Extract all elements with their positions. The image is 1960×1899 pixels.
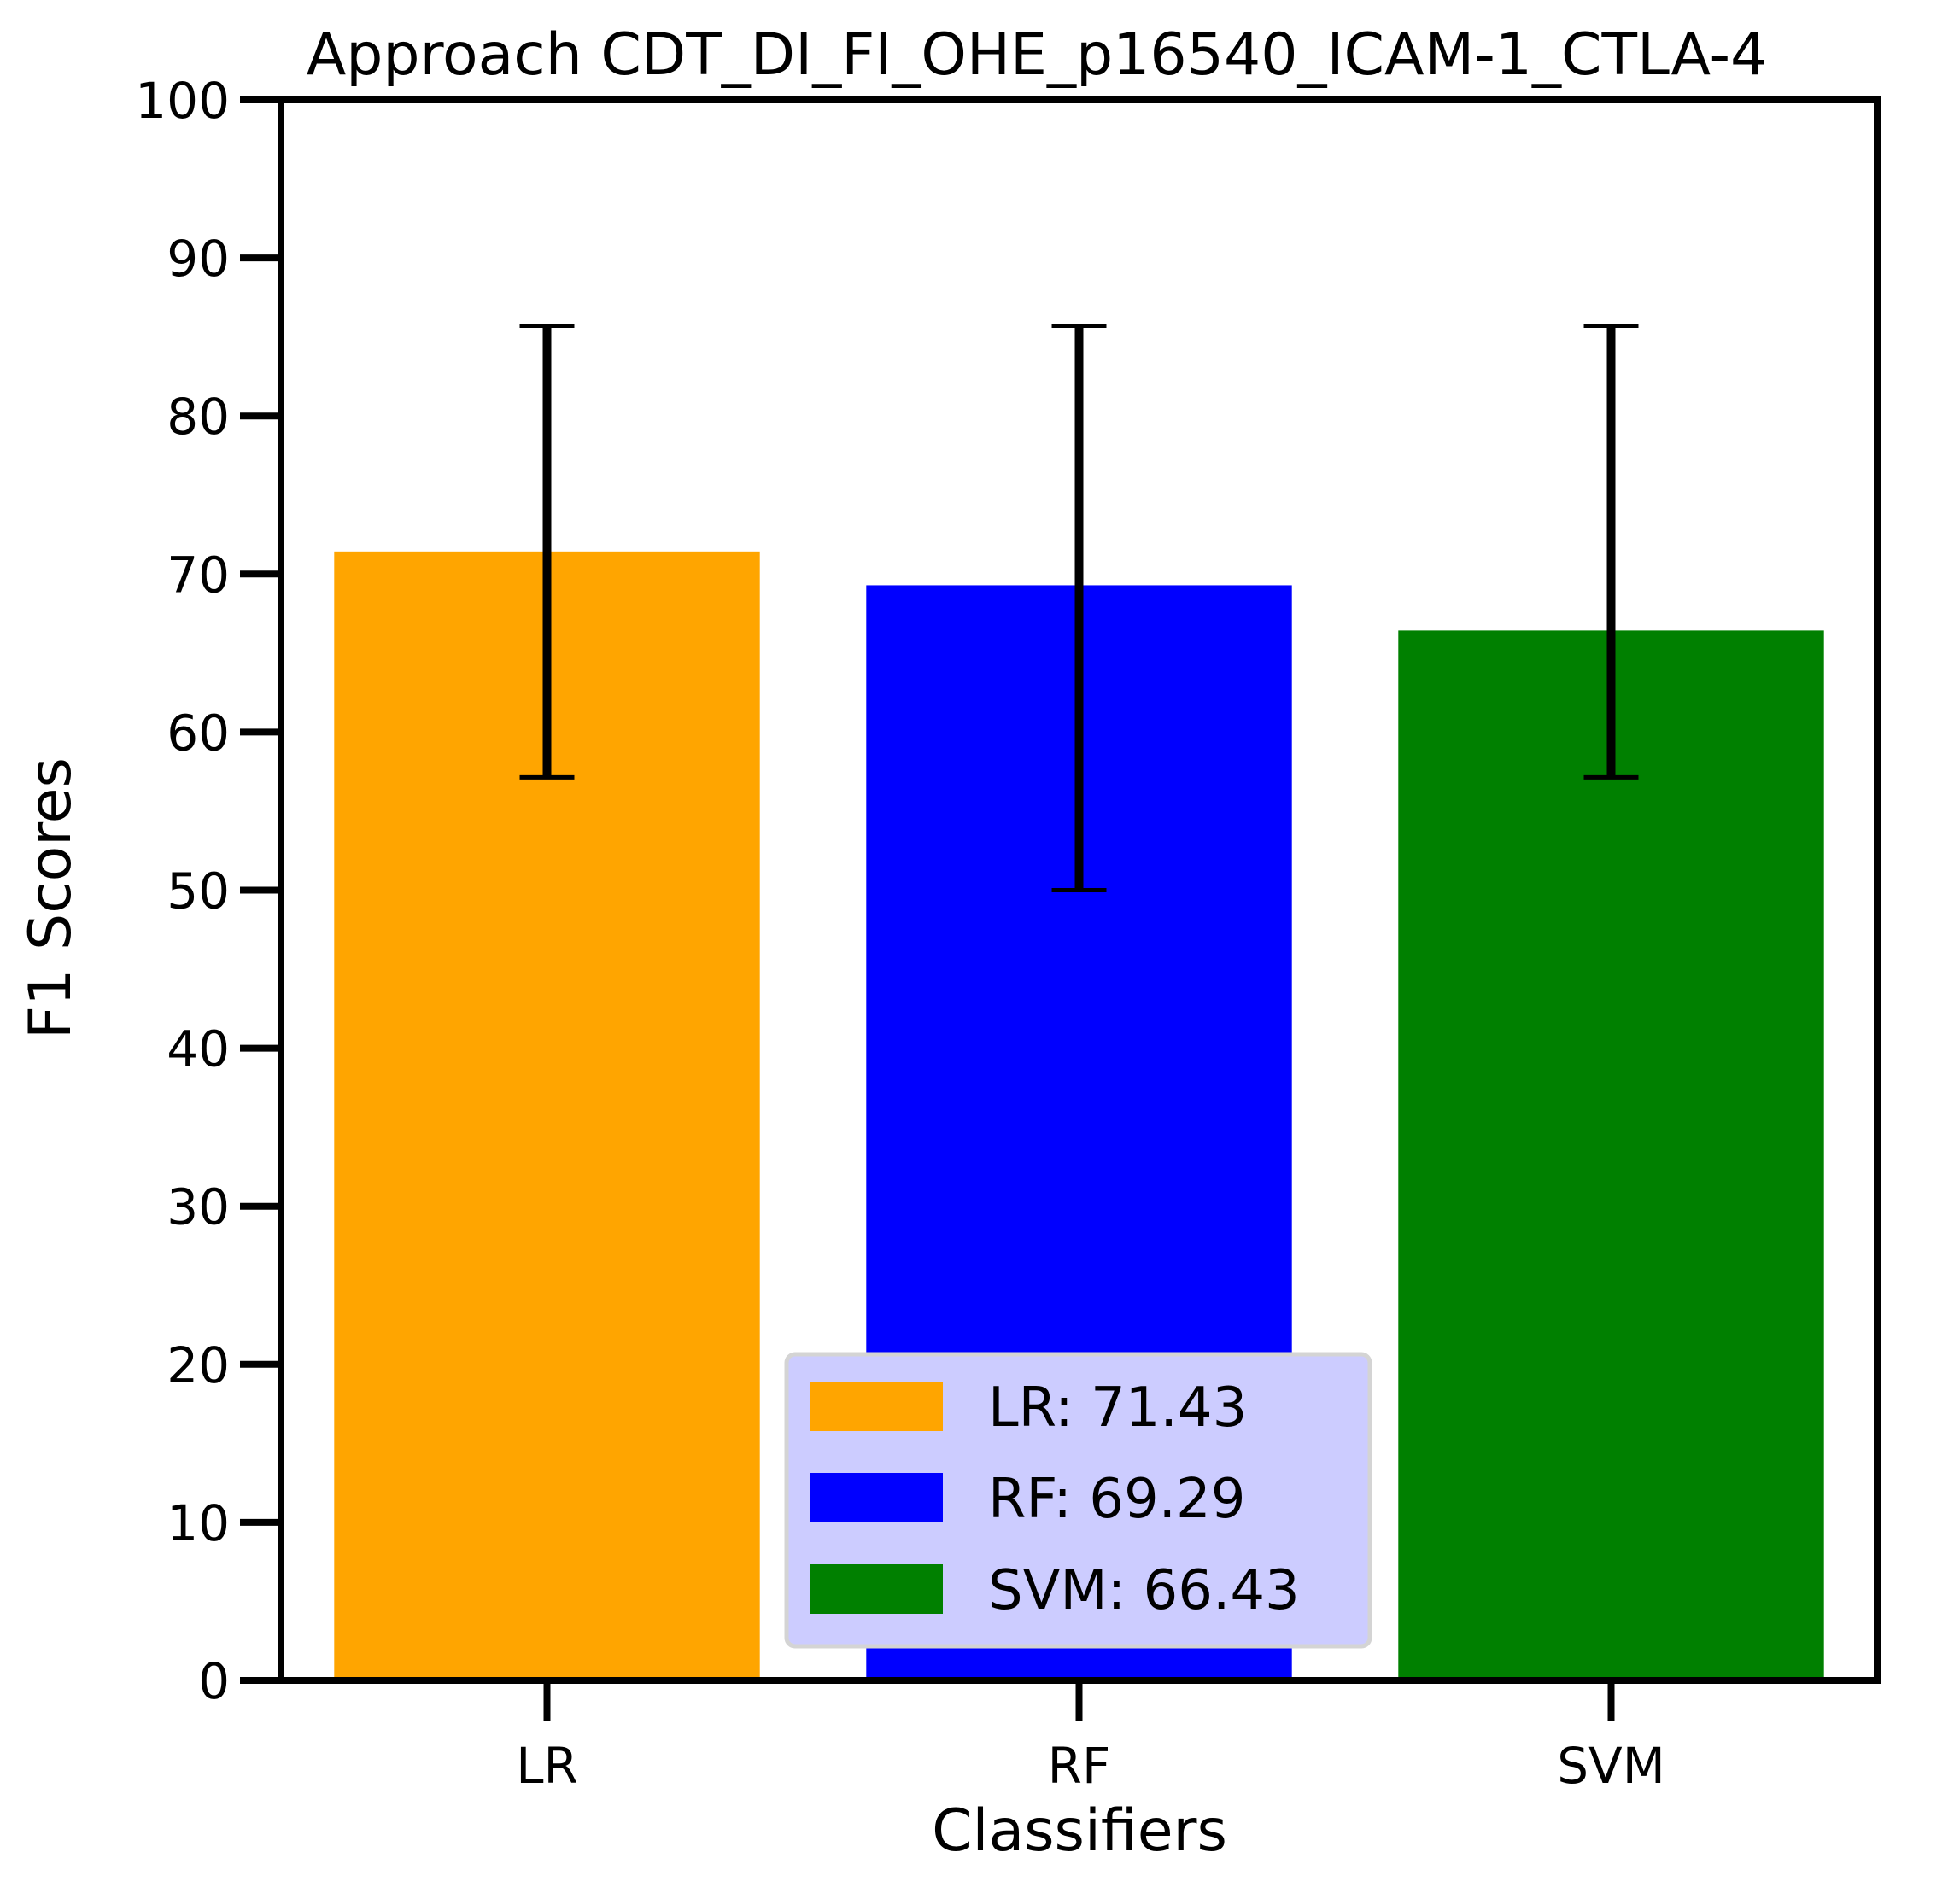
y-tick-label: 10 <box>167 1494 230 1552</box>
y-tick-label: 50 <box>167 862 230 920</box>
error-bar-lr <box>519 324 575 780</box>
error-bar-rf <box>1051 324 1107 892</box>
legend-label-lr: LR: 71.43 <box>988 1376 1247 1440</box>
y-tick-50: 50 <box>167 862 281 920</box>
x-tick-label: RF <box>1048 1737 1111 1795</box>
y-tick-label: 100 <box>135 72 230 130</box>
y-tick-10: 10 <box>167 1494 281 1552</box>
y-axis-label: F1 Scores <box>17 757 85 1039</box>
legend: LR: 71.43 RF: 69.29 SVM: 66.43 <box>784 1352 1372 1649</box>
y-tick-40: 40 <box>167 1020 281 1078</box>
chart-title: Approach CDT_DI_FI_OHE_p16540_ICAM-1_CTL… <box>307 21 1768 89</box>
y-tick-60: 60 <box>167 704 281 762</box>
y-tick-label: 0 <box>198 1652 230 1710</box>
x-tick-rf: RF <box>1048 1680 1111 1795</box>
y-tick-label: 70 <box>167 546 230 604</box>
x-axis-label: Classifiers <box>932 1797 1227 1865</box>
error-bar-svm <box>1583 324 1639 780</box>
y-tick-30: 30 <box>167 1178 281 1236</box>
error-bars-layer <box>519 324 1639 892</box>
x-tick-label: LR <box>516 1737 578 1795</box>
y-tick-90: 90 <box>167 230 281 288</box>
x-tick-lr: LR <box>516 1680 578 1795</box>
y-axis-ticks: 0 10 20 30 40 50 60 70 80 90 100 <box>135 72 281 1710</box>
y-tick-label: 90 <box>167 230 230 288</box>
y-tick-20: 20 <box>167 1336 281 1394</box>
bar-svm <box>1398 630 1824 1681</box>
y-tick-label: 80 <box>167 388 230 446</box>
x-tick-label: SVM <box>1557 1737 1665 1795</box>
legend-swatch-svm <box>810 1564 943 1614</box>
x-tick-svm: SVM <box>1557 1680 1665 1795</box>
y-tick-label: 60 <box>167 704 230 762</box>
x-axis-ticks: LR RF SVM <box>516 1680 1665 1795</box>
y-tick-70: 70 <box>167 546 281 604</box>
y-tick-100: 100 <box>135 72 281 130</box>
y-tick-label: 30 <box>167 1178 230 1236</box>
legend-label-svm: SVM: 66.43 <box>988 1559 1300 1622</box>
y-tick-label: 20 <box>167 1336 230 1394</box>
legend-label-rf: RF: 69.29 <box>988 1468 1245 1531</box>
legend-swatch-rf <box>810 1473 943 1522</box>
legend-swatch-lr <box>810 1382 943 1431</box>
y-tick-label: 40 <box>167 1020 230 1078</box>
y-tick-0: 0 <box>198 1652 281 1710</box>
y-tick-80: 80 <box>167 388 281 446</box>
